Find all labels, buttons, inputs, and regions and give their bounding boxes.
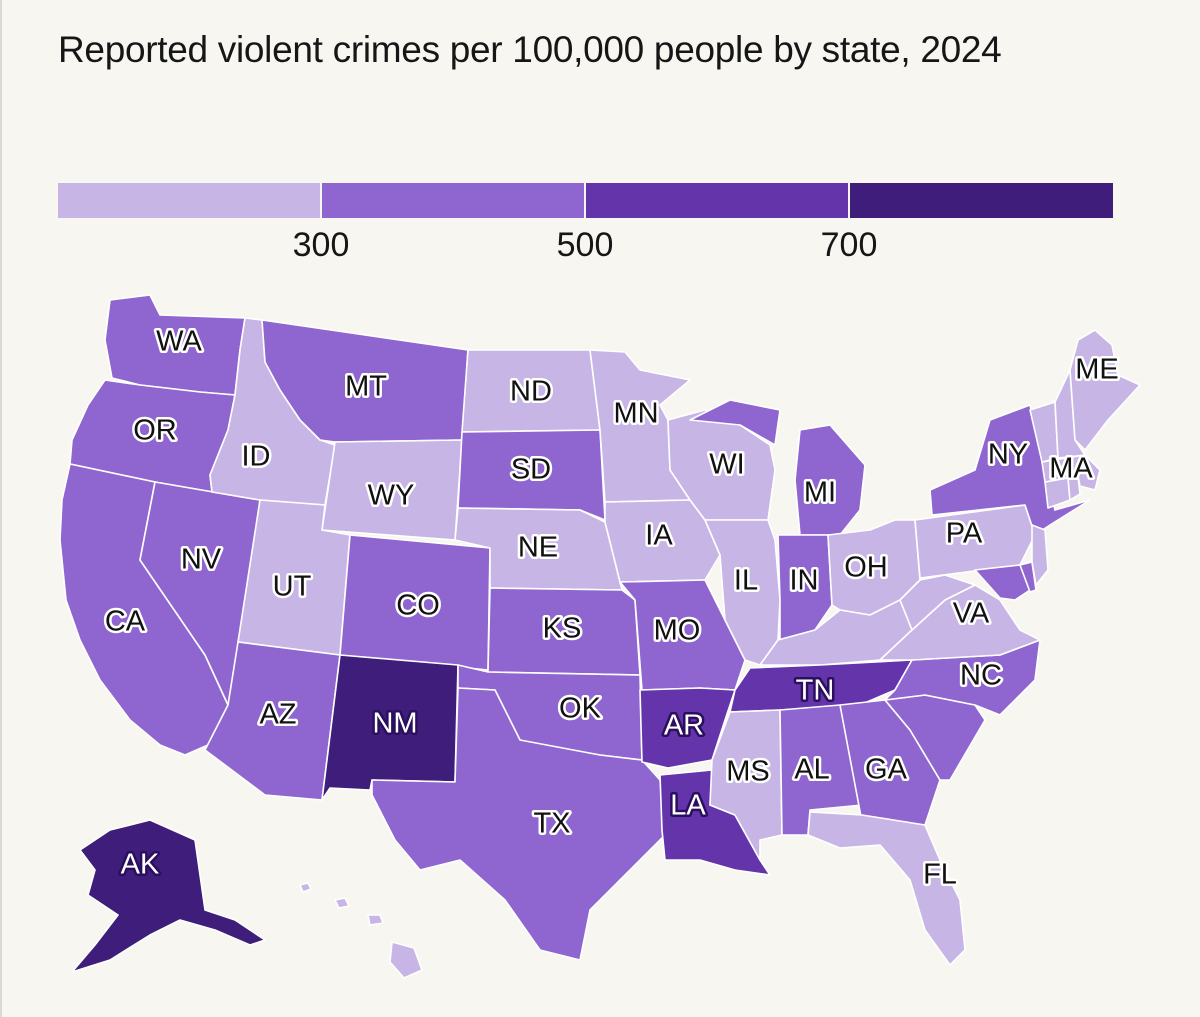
label-wa: WA — [156, 326, 202, 358]
state-me[interactable] — [1069, 329, 1141, 451]
label-nv: NV — [181, 544, 222, 576]
state-hi[interactable] — [299, 882, 423, 979]
state-nh[interactable] — [1054, 369, 1086, 459]
state-ak[interactable] — [71, 819, 266, 973]
label-co: CO — [396, 590, 440, 622]
label-ut: UT — [273, 571, 312, 603]
label-pa: PA — [946, 518, 983, 550]
legend-bin-4 — [850, 183, 1113, 218]
state-mi[interactable] — [689, 399, 866, 536]
label-ca: CA — [105, 606, 146, 638]
legend-tick-300: 300 — [292, 226, 350, 264]
left-border — [0, 0, 2, 1017]
state-ky[interactable] — [759, 599, 913, 666]
legend-tick-500: 500 — [556, 226, 614, 264]
state-nj[interactable] — [1031, 524, 1049, 586]
label-ok: OK — [559, 693, 602, 725]
state-ar[interactable] — [639, 687, 736, 769]
label-al: AL — [794, 754, 829, 786]
label-ia: IA — [645, 520, 673, 552]
label-az: AZ — [259, 699, 296, 731]
state-sd[interactable] — [457, 429, 606, 521]
legend-bin-3 — [586, 183, 848, 218]
label-la: LA — [670, 790, 706, 822]
state-de[interactable] — [1019, 561, 1037, 593]
label-mn: MN — [613, 398, 658, 430]
label-in: IN — [790, 565, 819, 597]
label-nc: NC — [960, 660, 1002, 692]
label-mi: MI — [804, 477, 836, 509]
label-me: ME — [1075, 354, 1119, 386]
legend-bin-1 — [58, 183, 320, 218]
state-ma[interactable] — [1041, 454, 1101, 491]
label-sd: SD — [511, 454, 551, 486]
label-wi: WI — [709, 449, 744, 481]
label-nd: ND — [510, 376, 552, 408]
label-oh: OH — [844, 552, 888, 584]
state-shapes — [59, 294, 1141, 979]
state-tx[interactable] — [371, 687, 666, 961]
map-title: Reported violent crimes per 100,000 peop… — [58, 29, 1002, 70]
label-mo: MO — [654, 615, 701, 647]
state-labels: WA OR CA NV ID MT WY UT AZ CO NM ND SD N… — [102, 323, 1121, 893]
label-il: IL — [734, 565, 758, 597]
label-ms: MS — [726, 756, 770, 788]
state-wv[interactable] — [899, 574, 976, 631]
label-ga: GA — [865, 754, 908, 786]
label-ne: NE — [518, 532, 558, 564]
state-fl[interactable] — [807, 811, 966, 966]
label-ak: AK — [121, 849, 160, 881]
label-nm: NM — [372, 708, 417, 740]
label-tx: TX — [533, 808, 570, 840]
label-ma: MA — [1049, 453, 1093, 485]
label-ny: NY — [988, 439, 1028, 471]
label-ar: AR — [664, 710, 704, 742]
legend-tick-700: 700 — [820, 226, 878, 264]
legend-bin-2 — [322, 183, 584, 218]
state-md[interactable] — [974, 564, 1031, 601]
label-id: ID — [242, 441, 271, 473]
label-mt: MT — [345, 371, 387, 403]
label-wy: WY — [368, 480, 415, 512]
label-ks: KS — [543, 613, 582, 645]
label-or: OR — [133, 415, 177, 447]
label-va: VA — [953, 598, 990, 630]
label-fl: FL — [923, 859, 957, 891]
label-tn: TN — [796, 675, 835, 707]
